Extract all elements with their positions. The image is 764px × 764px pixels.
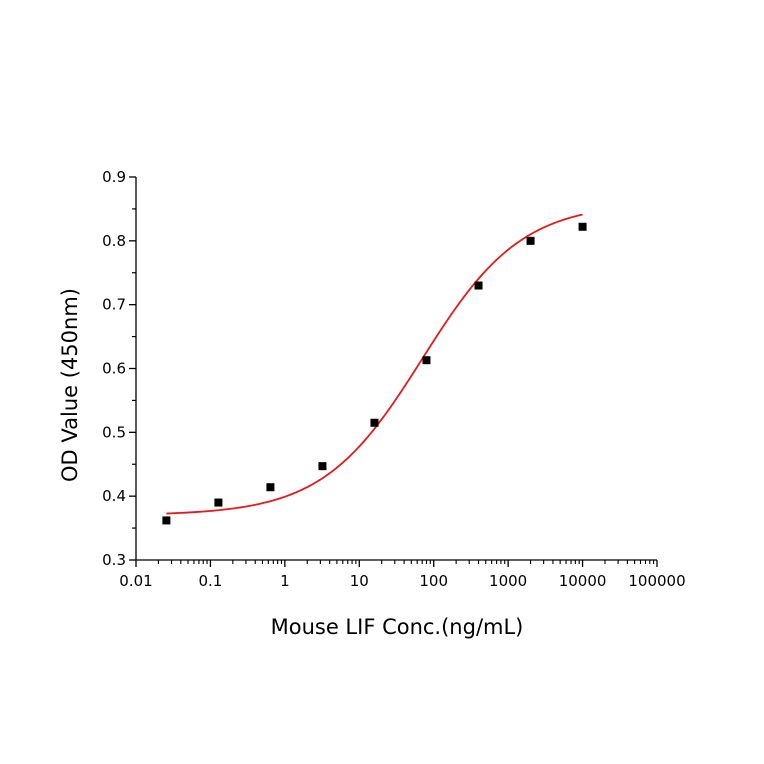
y-axis-title: OD Value (450nm) — [58, 288, 82, 482]
fit-curve-line — [166, 213, 583, 515]
y-tick-label: 0.7 — [102, 296, 126, 314]
y-tick-label: 0.9 — [102, 168, 126, 186]
x-tick-label: 10 — [350, 572, 369, 590]
x-tick-label: 100 — [419, 572, 448, 590]
x-tick-label: 1 — [280, 572, 290, 590]
data-point-marker — [162, 516, 171, 525]
y-axis: 0.3 0.4 0.5 0.6 0.7 0.8 0.9 — [102, 168, 137, 569]
x-tick-label: 100000 — [628, 572, 685, 590]
data-point-marker — [214, 498, 223, 507]
data-point-marker — [318, 462, 327, 471]
x-tick-label: 0.01 — [119, 572, 152, 590]
y-tick-label: 0.8 — [102, 232, 126, 250]
x-axis-title: Mouse LIF Conc.(ng/mL) — [271, 615, 524, 639]
data-point-marker — [370, 418, 379, 427]
y-tick-label: 0.5 — [102, 423, 126, 441]
data-point-marker — [422, 356, 431, 365]
y-tick-label: 0.3 — [102, 551, 126, 569]
x-tick-label: 10000 — [559, 572, 607, 590]
data-points — [162, 222, 587, 525]
x-axis: 0.01 0.1 1 10 100 1000 10000 100000 — [119, 559, 686, 590]
y-tick-label: 0.6 — [102, 360, 126, 378]
fit-curve — [166, 213, 583, 515]
data-point-marker — [266, 483, 275, 492]
x-tick-label: 1000 — [489, 572, 527, 590]
data-point-marker — [526, 236, 535, 245]
data-point-marker — [578, 222, 587, 231]
data-point-marker — [474, 281, 483, 290]
y-tick-label: 0.4 — [102, 487, 126, 505]
x-tick-label: 0.1 — [198, 572, 222, 590]
